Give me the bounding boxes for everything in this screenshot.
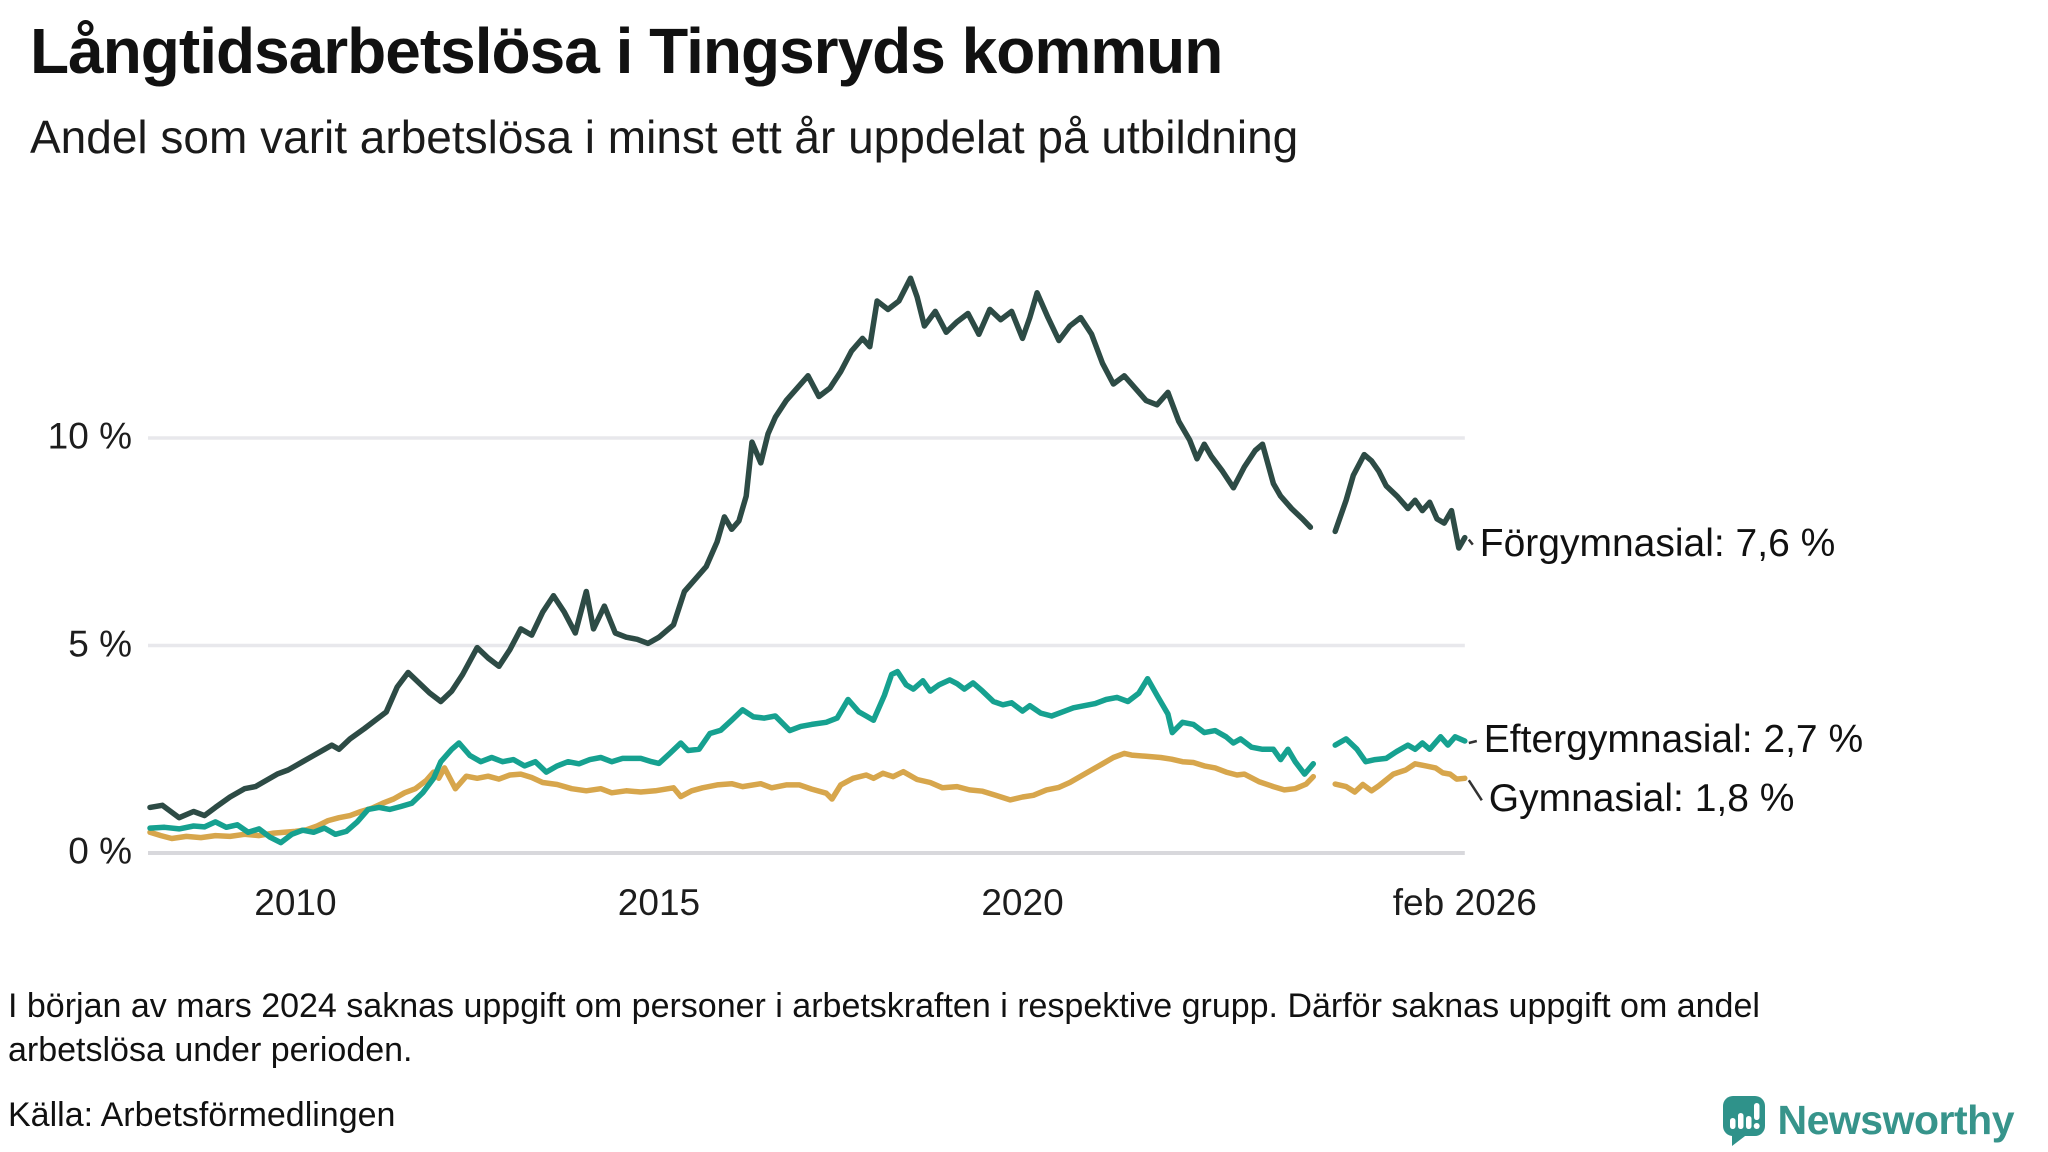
x-tick-label: 2010	[254, 882, 337, 923]
series-end-label-eftergymnasial: Eftergymnasial: 2,7 %	[1483, 718, 1864, 762]
label-connector	[1468, 739, 1478, 745]
source-note: Källa: Arbetsförmedlingen	[8, 1096, 396, 1134]
y-tick-label: 5 %	[68, 622, 132, 664]
series-line-forgymnasial	[147, 275, 1314, 821]
x-tick-label: 2015	[617, 882, 701, 923]
newsworthy-logo-text: Newsworthy	[1777, 1096, 2015, 1143]
x-tick-label: 2020	[981, 882, 1064, 923]
label-connector	[1467, 538, 1474, 546]
label-connector	[1467, 779, 1483, 801]
series-line-eftergymnasial	[1332, 734, 1468, 765]
newsworthy-logo: Newsworthy	[1722, 1092, 2015, 1148]
y-tick-label: 0 %	[68, 830, 132, 872]
series-line-eftergymnasial	[147, 668, 1317, 846]
series-line-gymnasial	[1332, 761, 1468, 795]
series-end-label-forgymnasial: Förgymnasial: 7,6 %	[1479, 521, 1836, 565]
footnote: I början av mars 2024 saknas uppgift om …	[8, 987, 1760, 1070]
series-line-forgymnasial	[1332, 451, 1468, 551]
x-tick-label: feb 2026	[1392, 882, 1537, 923]
series-end-label-gymnasial: Gymnasial: 1,8 %	[1488, 777, 1795, 821]
y-tick-label: 10 %	[47, 415, 132, 457]
chart-subtitle: Andel som varit arbetslösa i minst ett å…	[30, 111, 1299, 163]
chart-speech-bubble-icon	[1722, 1096, 1765, 1146]
page-title: Långtidsarbetslösa i Tingsryds kommun	[30, 15, 1223, 87]
series-line-gymnasial	[147, 750, 1317, 842]
